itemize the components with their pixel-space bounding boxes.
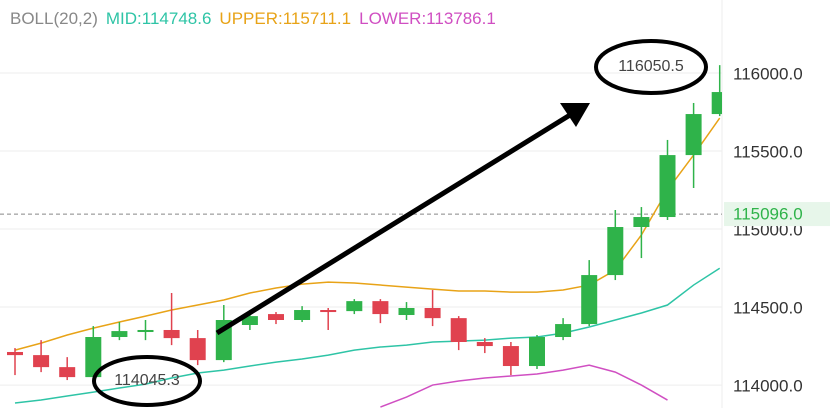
candle-body — [529, 337, 545, 367]
y-tick-label: 114500.0 — [733, 299, 803, 318]
boll-line — [380, 364, 668, 408]
candle-body — [659, 155, 676, 218]
candle-body — [294, 310, 311, 321]
candle-body — [424, 307, 441, 319]
candle-body — [711, 92, 722, 115]
candle-body — [476, 342, 493, 347]
annotation-label: 114045.3 — [114, 372, 180, 389]
candle-body — [372, 301, 389, 315]
candle-body — [85, 337, 102, 378]
candle-body — [241, 316, 258, 325]
y-tick-label: 116000.0 — [733, 65, 803, 84]
candle-body — [555, 324, 572, 338]
candle-body — [346, 301, 363, 312]
legend-entry: UPPER:115711.1 — [219, 9, 351, 28]
legend-entry: MID:114748.6 — [106, 9, 212, 28]
candle-body — [111, 331, 128, 338]
indicator-name: BOLL(20,2) — [10, 9, 98, 28]
annotation-label: 116050.5 — [618, 58, 684, 75]
boll-line — [14, 117, 721, 351]
candle-body — [633, 217, 650, 228]
candle-body — [33, 355, 50, 368]
current-price-label: 115096.0 — [733, 205, 803, 224]
y-tick-label: 114000.0 — [733, 377, 803, 396]
candle-body — [320, 310, 337, 313]
candle-body — [268, 314, 284, 321]
annotation-circle — [594, 39, 708, 95]
candle-body — [163, 329, 180, 339]
candle-body — [59, 367, 76, 378]
legend-entry: LOWER:113786.1 — [359, 9, 496, 28]
boll-line — [14, 267, 721, 404]
annotation-arrow — [215, 112, 572, 336]
candle-body — [502, 346, 519, 367]
candle-body — [685, 114, 702, 156]
candle-body — [607, 227, 624, 276]
arrow-head — [560, 103, 590, 127]
indicator-header: BOLL(20,2) MID:114748.6 UPPER:115711.1 LOWE… — [10, 9, 496, 28]
current-price-tag — [724, 202, 830, 227]
candle-body — [450, 318, 467, 343]
candle-body — [398, 307, 415, 316]
candle-body — [581, 275, 598, 325]
annotation-circle — [92, 355, 202, 407]
y-tick-label: 115500.0 — [733, 143, 803, 162]
candle-body — [137, 329, 154, 333]
candle-body — [189, 338, 206, 361]
candle-body — [7, 351, 23, 356]
